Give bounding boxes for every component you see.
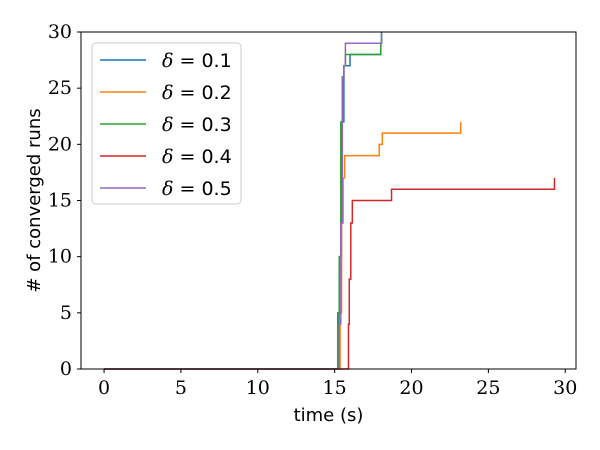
y-tick-label: 0 (60, 358, 72, 380)
x-axis-label: time (s) (294, 405, 364, 426)
y-tick-label: 20 (48, 133, 72, 155)
legend-entry-5: δ = 0.5 (162, 178, 232, 200)
legend-entry-1: δ = 0.1 (162, 50, 232, 72)
ticks-layer: 0 5 10 15 20 25 30 0 5 10 15 20 25 30 (48, 21, 578, 399)
series-line-2 (104, 121, 462, 370)
series-line-5 (104, 32, 383, 370)
x-tick-label: 20 (399, 377, 423, 399)
y-axis-label: # of converged runs (24, 108, 45, 292)
legend-box (91, 42, 242, 205)
x-tick-label: 5 (175, 377, 187, 399)
legend: δ = 0.1 δ = 0.2 δ = 0.3 δ = 0.4 δ = 0.5 (91, 42, 242, 205)
y-tick-label: 5 (60, 302, 72, 324)
y-tick-label: 30 (48, 21, 72, 43)
legend-entry-4: δ = 0.4 (162, 146, 232, 168)
x-tick-label: 0 (98, 377, 110, 399)
legend-entry-3: δ = 0.3 (162, 114, 232, 136)
x-tick-label: 25 (476, 377, 500, 399)
y-tick-label: 25 (48, 77, 72, 99)
series-layer (104, 32, 556, 370)
y-tick-label: 15 (48, 190, 72, 212)
x-tick-label: 15 (323, 377, 347, 399)
series-line-4 (104, 178, 556, 370)
y-tick-label: 10 (48, 246, 72, 268)
legend-entry-2: δ = 0.2 (162, 82, 232, 104)
x-tick-label: 30 (553, 377, 577, 399)
x-tick-label: 10 (246, 377, 270, 399)
